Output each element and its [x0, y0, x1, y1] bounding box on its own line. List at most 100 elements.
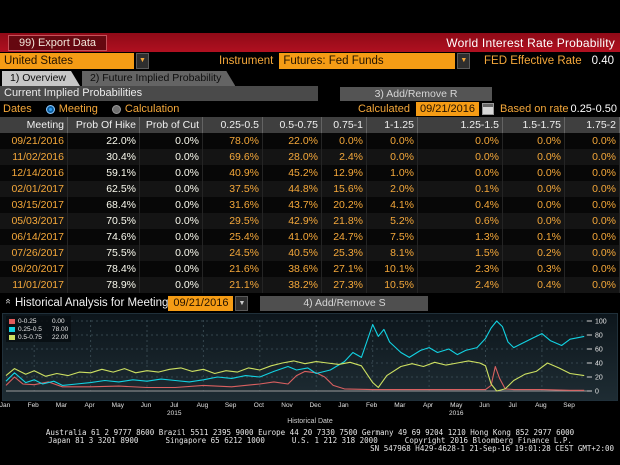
table-row[interactable]: 07/26/2017 75.5% 0.0% 24.5% 40.5% 25.3% 8.1% 1.…	[0, 245, 620, 261]
probability-cell: 37.5%	[203, 181, 263, 197]
column-header: 1.5-1.75	[503, 117, 565, 133]
probability-cell: 44.8%	[263, 181, 322, 197]
table-row[interactable]: 05/03/2017 70.5% 0.0% 29.5% 42.9% 21.8% 5.2% 0.…	[0, 213, 620, 229]
dates-row: Dates Meeting Calculation Calculated 09/…	[0, 101, 620, 117]
collapse-icon[interactable]: «	[2, 298, 14, 304]
meeting-date-cell: 09/21/2016	[0, 133, 68, 149]
x-tick-label: Jun	[140, 402, 152, 409]
table-row[interactable]: 11/01/2017 78.9% 0.0% 21.1% 38.2% 27.3% 10.5% 2…	[0, 277, 620, 293]
probability-cell: 0.0%	[565, 149, 620, 165]
instrument-select[interactable]: Futures: Fed Funds	[279, 53, 456, 69]
add-remove-rates-button[interactable]: 3) Add/Remove R	[340, 86, 492, 101]
probability-cell: 22.0%	[68, 133, 140, 149]
probability-cell: 0.0%	[565, 165, 620, 181]
probability-cell: 59.1%	[68, 165, 140, 181]
legend-series-name: 0-0.25	[18, 317, 37, 325]
meeting-radio[interactable]	[45, 104, 55, 114]
probability-cell: 0.0%	[565, 213, 620, 229]
probability-cell: 0.0%	[140, 261, 203, 277]
probability-cell: 75.5%	[68, 245, 140, 261]
probability-cell: 12.9%	[322, 165, 367, 181]
probability-cell: 7.5%	[367, 229, 418, 245]
probability-cell: 27.1%	[322, 261, 367, 277]
series-line-0-0.25	[5, 365, 585, 391]
meeting-date-cell: 03/15/2017	[0, 197, 68, 213]
footer-phone-line-2: Japan 81 3 3201 8900 Singapore 65 6212 1…	[48, 436, 572, 445]
x-tick-label: Jul	[508, 402, 517, 409]
historical-meeting-date-select[interactable]: 09/21/2016	[168, 295, 234, 311]
table-row[interactable]: 11/02/2016 30.4% 0.0% 69.6% 28.0% 2.4% 0.0% 0.0…	[0, 149, 620, 165]
x-tick-label: Aug	[196, 402, 209, 409]
x-tick-label: May	[111, 402, 124, 409]
probability-cell: 1.3%	[418, 229, 503, 245]
historical-probability-chart[interactable]: 0-0.25 0.00 0.25-0.5 78.00 0.5-0.75 22.00 100…	[2, 313, 618, 401]
dates-label: Dates	[3, 103, 32, 115]
footer-phone-line-1: Australia 61 2 9777 8600 Brazil 5511 239…	[45, 428, 575, 437]
probability-cell: 0.0%	[140, 149, 203, 165]
table-row[interactable]: 06/14/2017 74.6% 0.0% 25.4% 41.0% 24.7% 7.5% 1.…	[0, 229, 620, 245]
legend-item: 0.5-0.75 22.00	[9, 333, 68, 341]
y-tick-label: 100	[595, 319, 607, 326]
probability-cell: 0.2%	[503, 245, 565, 261]
table-row[interactable]: 02/01/2017 62.5% 0.0% 37.5% 44.8% 15.6% 2.0% 0.…	[0, 181, 620, 197]
table-row[interactable]: 12/14/2016 59.1% 0.0% 40.9% 45.2% 12.9% 1.0% 0.…	[0, 165, 620, 181]
table-row[interactable]: 09/21/2016 22.0% 0.0% 78.0% 22.0% 0.0% 0.0% 0.0…	[0, 133, 620, 149]
add-remove-series-button[interactable]: 4) Add/Remove S	[260, 295, 429, 311]
column-header: 0.75-1	[322, 117, 367, 133]
x-tick-label: Jul	[170, 402, 179, 409]
series-line-0.25-0.5	[5, 320, 585, 386]
controls-row: United States ▼ Instrument Futures: Fed …	[0, 52, 620, 70]
instrument-dropdown-arrow-icon[interactable]: ▼	[457, 53, 471, 69]
probability-cell: 0.0%	[418, 133, 503, 149]
legend-item: 0.25-0.5 78.00	[9, 325, 68, 333]
calculated-date-input[interactable]: 09/21/2016	[415, 102, 480, 116]
x-tick-label: Oct	[253, 402, 264, 409]
probability-cell: 74.6%	[68, 229, 140, 245]
country-select[interactable]: United States	[0, 53, 134, 69]
probability-cell: 0.0%	[565, 277, 620, 293]
meeting-date-cell: 07/26/2017	[0, 245, 68, 261]
probability-cell: 0.0%	[503, 213, 565, 229]
y-tick-label: 40	[595, 361, 603, 368]
probability-cell: 20.2%	[322, 197, 367, 213]
meeting-date-cell: 02/01/2017	[0, 181, 68, 197]
probability-cell: 2.0%	[367, 181, 418, 197]
probability-cell: 0.0%	[565, 245, 620, 261]
probability-cell: 0.0%	[140, 181, 203, 197]
table-row[interactable]: 03/15/2017 68.4% 0.0% 31.6% 43.7% 20.2% 4.1% 0.…	[0, 197, 620, 213]
column-header: 1.25-1.5	[418, 117, 503, 133]
probability-table-header: Meeting Prob Of Hike Prob of Cut 0.25-0.5 0.…	[0, 117, 620, 133]
column-header: 0.5-0.75	[263, 117, 322, 133]
calculation-radio-label[interactable]: Calculation	[124, 103, 180, 115]
tab-overview[interactable]: 1) Overview	[2, 71, 80, 86]
probability-cell: 62.5%	[68, 181, 140, 197]
x-tick-label: Apr	[84, 402, 95, 409]
calculation-radio[interactable]	[111, 104, 121, 114]
probability-cell: 0.0%	[418, 165, 503, 181]
probability-cell: 10.1%	[367, 261, 418, 277]
based-on-rate-value: 0.25-0.50	[570, 103, 617, 115]
probability-cell: 25.4%	[203, 229, 263, 245]
table-row[interactable]: 09/20/2017 78.4% 0.0% 21.6% 38.6% 27.1% 10.1% 2…	[0, 261, 620, 277]
probability-cell: 38.6%	[263, 261, 322, 277]
calendar-icon[interactable]	[482, 103, 495, 115]
meeting-date-cell: 05/03/2017	[0, 213, 68, 229]
probability-cell: 8.1%	[367, 245, 418, 261]
export-data-button[interactable]: 99) Export Data	[8, 34, 108, 51]
probability-cell: 15.6%	[322, 181, 367, 197]
meeting-date-cell: 06/14/2017	[0, 229, 68, 245]
y-tick-label: 60	[595, 347, 603, 354]
legend-series-value: 22.00	[52, 333, 69, 341]
meeting-radio-label[interactable]: Meeting	[58, 103, 98, 115]
probability-cell: 2.3%	[418, 261, 503, 277]
probability-cell: 0.0%	[503, 165, 565, 181]
probability-cell: 0.0%	[367, 149, 418, 165]
legend-swatch-icon	[9, 318, 15, 324]
x-tick-label: Dec	[309, 402, 322, 409]
tab-future-implied-probability[interactable]: 2) Future Implied Probability	[82, 71, 235, 86]
historical-date-dropdown-arrow-icon[interactable]: ▼	[235, 295, 249, 311]
probability-cell: 21.6%	[203, 261, 263, 277]
based-on-rate-label: Based on rate	[500, 103, 569, 115]
country-dropdown-arrow-icon[interactable]: ▼	[136, 53, 149, 69]
probability-cell: 0.0%	[503, 197, 565, 213]
